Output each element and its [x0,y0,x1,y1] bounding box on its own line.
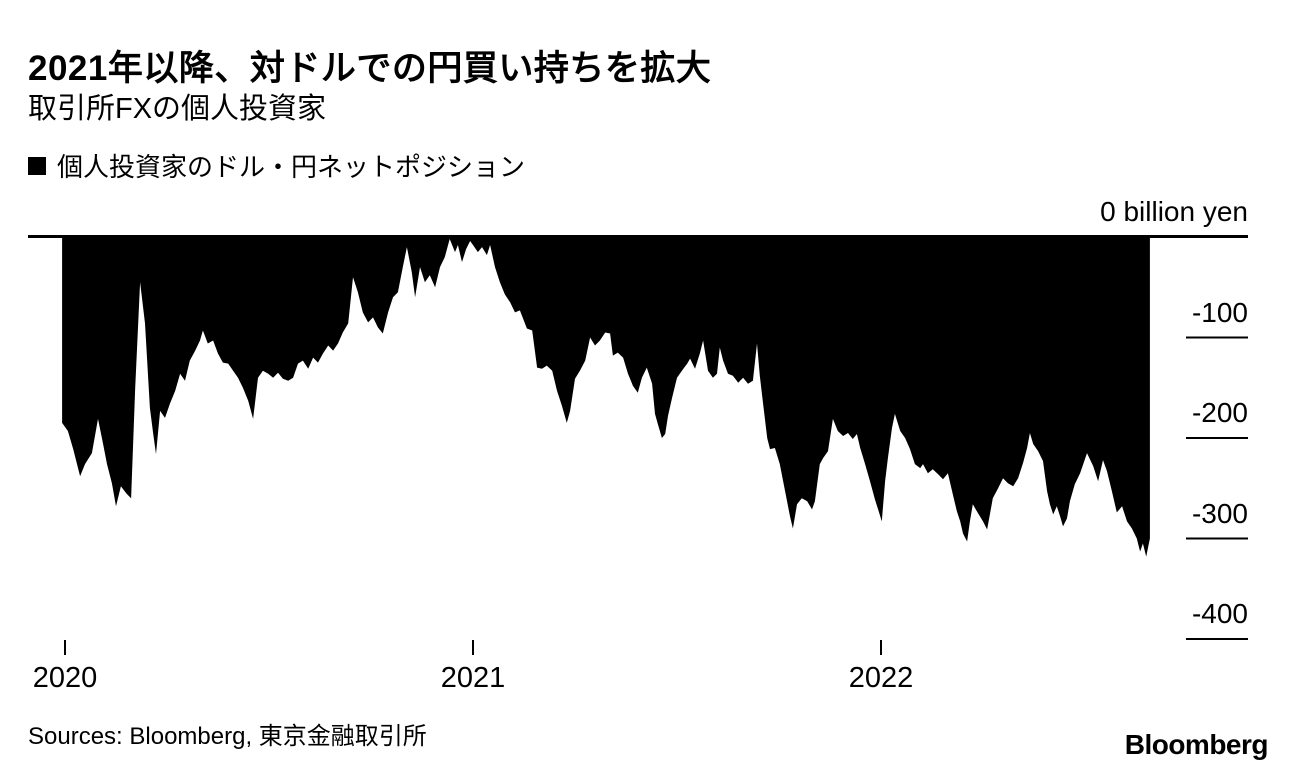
bloomberg-logo: Bloomberg [1124,729,1269,760]
y-tick-label--400: -400 [1191,598,1248,629]
sources-note: Sources: Bloomberg, 東京金融取引所 [28,723,427,750]
x-tick-label-2020: 2020 [32,662,98,694]
legend: 個人投資家のドル・円ネットポジション [28,147,525,184]
legend-square-icon [28,156,46,175]
legend-label: 個人投資家のドル・円ネットポジション [57,152,526,182]
x-tick-label-2022: 2022 [848,662,914,694]
y-axis-unit-label: 0 billion yen [1100,196,1248,227]
net-position-area-series [62,237,1150,557]
y-tick-label--100: -100 [1191,296,1248,328]
chart-subtitle: 取引所FXの個人投資家 [28,93,327,125]
y-tick-label--200: -200 [1191,397,1248,428]
x-tick-label-2021: 2021 [440,662,506,694]
y-tick-label--300: -300 [1191,497,1248,529]
chart-title: 2021年以降、対ドルでの円買い持ちを拡大 [28,49,712,88]
